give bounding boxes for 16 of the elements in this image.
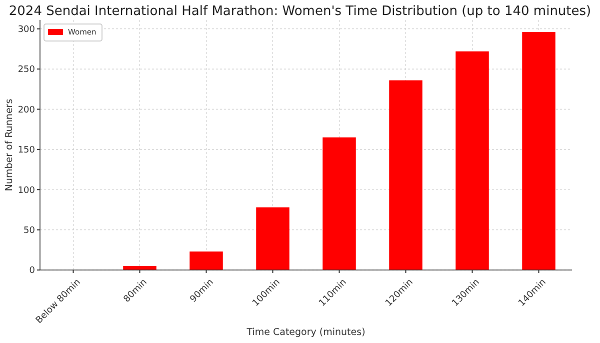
bar — [522, 32, 556, 270]
y-tick-label: 250 — [18, 65, 36, 76]
chart-title: 2024 Sendai International Half Marathon: Women's Time Distribution (up to 140 minutes) — [8, 4, 592, 19]
bar — [256, 207, 290, 270]
x-axis-title: Time Category (minutes) — [246, 327, 366, 338]
y-tick-label: 100 — [18, 186, 36, 196]
y-tick-label: 150 — [18, 146, 36, 156]
y-axis-title: Number of Runners — [4, 98, 15, 192]
bar — [190, 252, 223, 270]
y-tick-label: 200 — [18, 105, 36, 116]
bar — [322, 137, 356, 270]
y-tick-label: 50 — [24, 226, 36, 236]
bar — [389, 80, 422, 270]
y-tick-label: 0 — [29, 266, 36, 276]
bar — [456, 51, 489, 270]
y-tick-label: 300 — [18, 24, 36, 35]
